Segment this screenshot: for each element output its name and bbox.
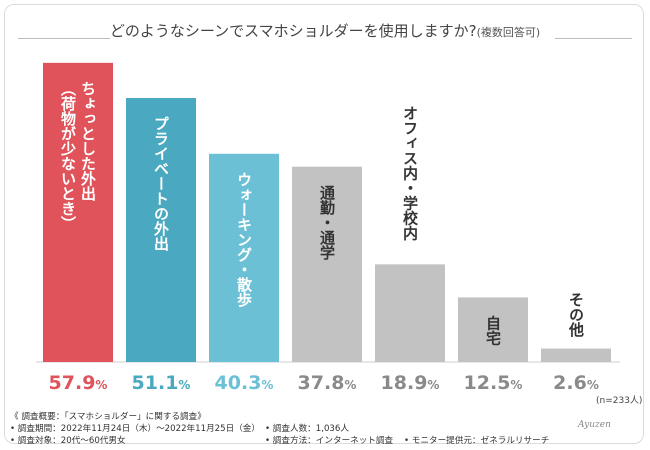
footer-target: • 調査対象：20代～60代男女: [10, 436, 126, 446]
bar-4: [292, 166, 362, 362]
value-label-7: 2.6%: [553, 372, 599, 394]
bar-2: [126, 97, 196, 362]
value-label-3: 40.3%: [215, 372, 274, 394]
value-label-4: 37.8%: [298, 372, 357, 394]
category-label-5: オフィス内・学校内: [401, 105, 419, 241]
footer-monitor: • モニター提供元：ゼネラルリサーチ: [404, 436, 550, 446]
footer-respondents: • 調査人数：1,036人: [265, 424, 349, 434]
category-label-4: 通勤・通学: [318, 185, 336, 261]
category-label-1-2: （荷物が少ないとき）: [59, 81, 77, 231]
bar-5: [375, 264, 445, 362]
title-rule-left: [18, 38, 110, 39]
title-rule-right: [555, 38, 632, 39]
footer-period: • 調査期間：2022年11月24日（木）～2022年11月25日（金）: [10, 424, 260, 434]
footer-row-2: • 調査期間：2022年11月24日（木）～2022年11月25日（金） • 調…: [10, 423, 610, 435]
footer-method: • 調査方法：インターネット調査: [265, 436, 394, 446]
category-label-7: その他: [567, 292, 585, 338]
category-label-1-1: ちょっとした外出: [79, 81, 97, 202]
chart-subtitle: (複数回答可): [476, 26, 541, 39]
value-label-6: 12.5%: [464, 372, 523, 394]
chart-title-text: どのようなシーンでスマホショルダーを使用しますか?: [109, 22, 477, 40]
footer-heading: 《 調査概要：「スマホショルダー」に関する調査》: [10, 412, 206, 422]
category-label-6: 自宅: [484, 315, 502, 347]
value-label-2: 51.1%: [132, 372, 191, 394]
chart-title: どのようなシーンでスマホショルダーを使用しますか?(複数回答可): [0, 20, 650, 41]
bar-1: [43, 62, 113, 362]
value-label-5: 18.9%: [381, 372, 440, 394]
bar-6: [458, 297, 528, 362]
category-label-2: プライベートの外出: [152, 116, 170, 252]
category-label-3: ウォーキング・散歩: [235, 172, 253, 308]
value-label-1: 57.9%: [49, 372, 108, 394]
footer-row-3: • 調査対象：20代～60代男女 • 調査方法：インターネット調査 • モニター…: [10, 435, 610, 447]
survey-footer: 《 調査概要：「スマホショルダー」に関する調査》 • 調査期間：2022年11月…: [10, 411, 610, 447]
sample-size-note: (n=233人): [596, 396, 643, 406]
footer-row-1: 《 調査概要：「スマホショルダー」に関する調査》: [10, 411, 610, 423]
bar-3: [209, 153, 279, 362]
bar-7: [541, 348, 611, 362]
artist-signature: Ayuzen: [578, 420, 611, 430]
